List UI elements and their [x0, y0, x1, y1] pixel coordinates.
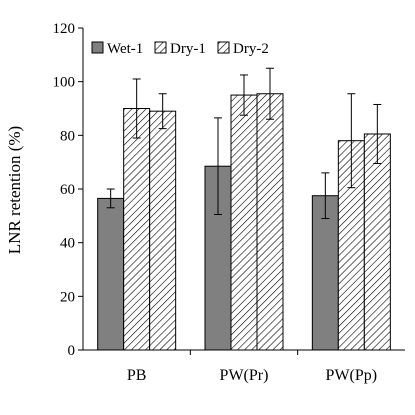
- legend-label: Dry-2: [233, 41, 269, 57]
- bar: [363, 133, 391, 351]
- y-tick-label: 20: [60, 289, 75, 305]
- bar: [97, 197, 125, 351]
- legend-swatch: [154, 41, 167, 54]
- x-tick-label: PW(Pr): [220, 367, 269, 384]
- y-tick-label: 40: [60, 236, 75, 252]
- legend-label: Dry-1: [170, 41, 206, 57]
- y-tick-label: 0: [68, 343, 76, 359]
- y-tick-label: 60: [60, 182, 75, 198]
- x-tick-label: PW(Pp): [326, 367, 378, 384]
- bar: [230, 94, 258, 351]
- y-axis-label: LNR retention (%): [5, 126, 24, 254]
- y-tick-label: 120: [53, 21, 76, 37]
- legend-swatch: [91, 41, 104, 54]
- bar: [123, 108, 151, 351]
- bar: [256, 93, 284, 351]
- legend-swatch: [217, 41, 230, 54]
- y-tick-label: 80: [60, 128, 75, 144]
- legend-label: Wet-1: [107, 41, 143, 57]
- plot-area: 0 20 40 60 80 100 120 PB PW(Pr) PW(Pp) Wet-1 Dry-1 D…: [53, 21, 405, 384]
- bar: [311, 195, 339, 351]
- bar: [149, 110, 177, 351]
- x-tick-label: PB: [127, 367, 147, 384]
- y-tick-label: 100: [53, 75, 76, 91]
